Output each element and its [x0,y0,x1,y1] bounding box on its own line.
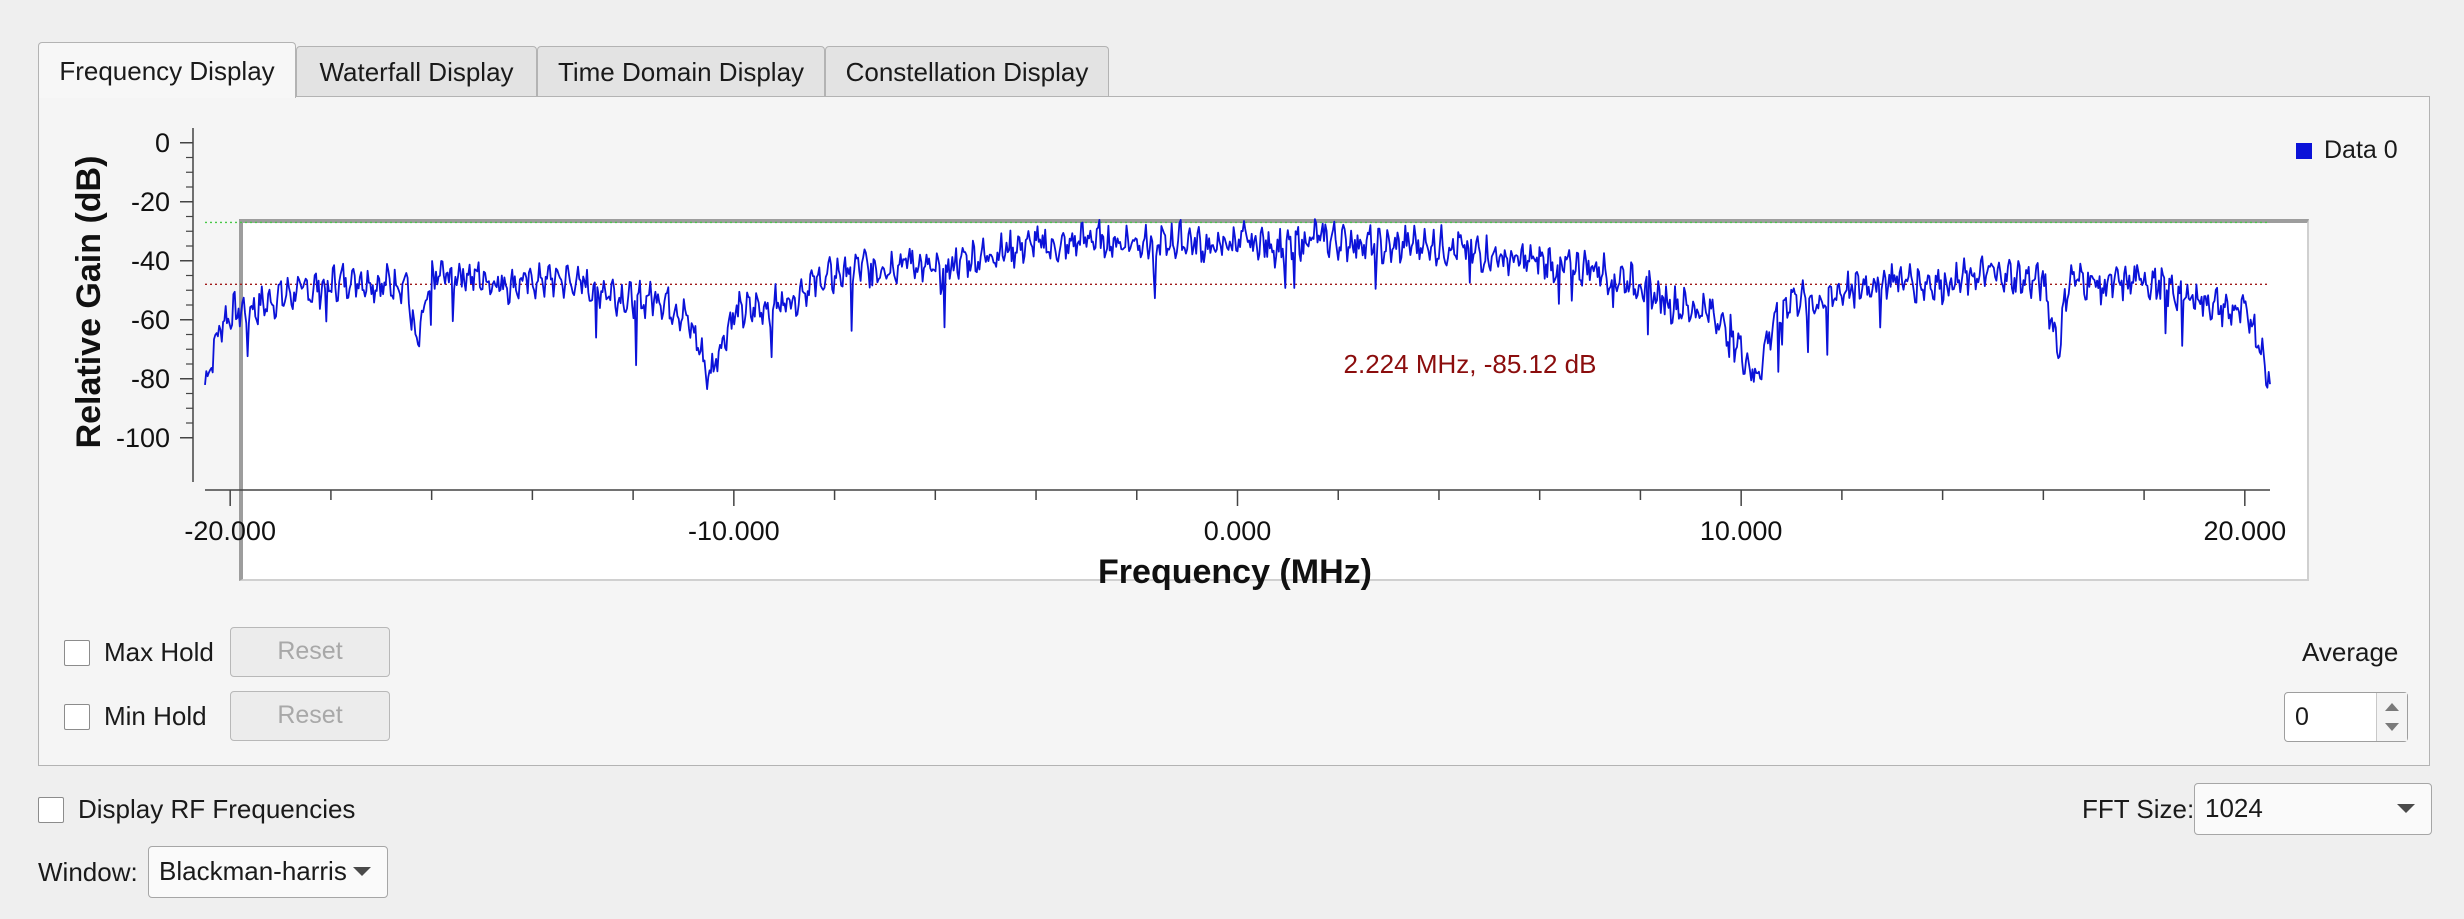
tab-frequency-display[interactable]: Frequency Display [38,42,296,98]
y-tick-label: -60 [131,305,170,335]
series-line-data-0 [204,218,2271,391]
x-axis: -20.000 -10.000 0.000 10.000 20.000 [184,489,2287,546]
window-label: Window: [38,857,138,887]
display-rf-frequencies-checkbox[interactable]: Display RF Frequencies [38,794,355,825]
legend[interactable]: Data 0 [2296,136,2398,165]
average-label: Average [2302,637,2399,667]
average-spinbox[interactable]: 0 [2284,692,2408,742]
fft-size-value: 1024 [2205,793,2263,823]
y-tick-label: -20 [131,187,170,217]
y-tick-label: -80 [131,364,170,394]
max-hold-label: Max Hold [104,637,214,667]
chevron-down-icon [353,867,371,876]
x-tick-label: 0.000 [1204,516,1272,546]
spin-down-icon[interactable] [2385,723,2399,731]
max-hold-box[interactable] [64,639,90,666]
y-tick-label: -100 [116,423,170,453]
chevron-down-icon [2397,804,2415,813]
y-tick-label: 0 [155,128,170,158]
x-tick-label: -10.000 [688,516,780,546]
x-tick-label: -20.000 [184,516,276,546]
min-hold-box[interactable] [64,703,90,730]
legend-swatch [2296,142,2312,159]
marker-readout: 2.224 MHz, -85.12 dB [1344,349,1597,379]
tab-waterfall-display[interactable]: Waterfall Display [296,46,537,96]
min-hold-checkbox[interactable]: Min Hold [64,701,207,732]
x-axis-title: Frequency (MHz) [1098,553,1372,591]
tab-constellation-display[interactable]: Constellation Display [825,46,1109,96]
y-axis-title: Relative Gain (dB) [70,156,108,449]
y-tick-label: -40 [131,246,170,276]
average-value: 0 [2295,703,2309,731]
min-hold-label: Min Hold [104,701,207,731]
legend-label: Data 0 [2324,136,2398,164]
series-group [204,218,2271,391]
display-rf-label: Display RF Frequencies [78,794,356,824]
fft-size-select[interactable]: 1024 [2194,783,2432,835]
window-select[interactable]: Blackman-harris [148,846,388,898]
spin-up-icon[interactable] [2385,703,2399,711]
max-hold-reset-button[interactable]: Reset [230,627,390,677]
fft-size-label: FFT Size: [2082,794,2195,824]
x-tick-label: 20.000 [2204,516,2287,546]
max-hold-checkbox[interactable]: Max Hold [64,637,214,668]
x-tick-label: 10.000 [1700,516,1783,546]
min-hold-reset-button[interactable]: Reset [230,691,390,741]
display-rf-box[interactable] [38,796,64,823]
reference-lines [205,221,2270,286]
tab-time-domain-display[interactable]: Time Domain Display [537,46,825,96]
y-axis: 0 -20 -40 -60 -80 -100 [116,128,194,482]
average-stepper[interactable] [2376,693,2407,741]
window-value: Blackman-harris [159,856,347,886]
